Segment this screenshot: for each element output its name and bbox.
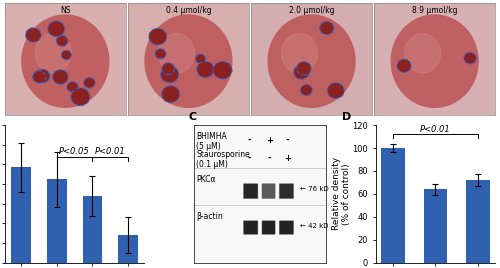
Text: 8.9 μmol/kg: 8.9 μmol/kg [412, 6, 458, 15]
Circle shape [320, 21, 334, 35]
Text: -: - [248, 136, 251, 145]
Text: -: - [248, 154, 251, 163]
Circle shape [62, 50, 72, 60]
Circle shape [196, 54, 205, 63]
FancyBboxPatch shape [262, 221, 275, 234]
Circle shape [296, 62, 311, 75]
Circle shape [52, 70, 68, 84]
Ellipse shape [404, 34, 440, 73]
Text: P<0.05: P<0.05 [59, 147, 90, 156]
Bar [82, 196, 102, 263]
Bar [381, 148, 404, 263]
Ellipse shape [282, 34, 318, 73]
Circle shape [397, 59, 411, 72]
Circle shape [32, 71, 46, 83]
FancyBboxPatch shape [279, 221, 293, 234]
Text: D: D [342, 112, 351, 122]
Text: +: + [284, 154, 292, 163]
Text: β-actin: β-actin [196, 212, 223, 221]
Bar [424, 189, 447, 263]
Circle shape [67, 82, 78, 92]
Text: 0.4 μmol/kg: 0.4 μmol/kg [166, 6, 212, 15]
Text: -: - [268, 154, 271, 163]
Circle shape [300, 84, 312, 95]
Ellipse shape [22, 15, 109, 107]
FancyBboxPatch shape [279, 184, 293, 199]
Circle shape [149, 28, 166, 45]
Text: 2.0 μmol/kg: 2.0 μmol/kg [289, 6, 335, 15]
FancyBboxPatch shape [244, 221, 258, 234]
Circle shape [155, 49, 166, 59]
Ellipse shape [391, 15, 478, 107]
Ellipse shape [35, 34, 72, 73]
Text: P<0.01: P<0.01 [420, 125, 450, 134]
Bar [118, 235, 138, 263]
Circle shape [48, 21, 64, 36]
Circle shape [26, 28, 41, 42]
Ellipse shape [145, 15, 232, 107]
Ellipse shape [268, 15, 355, 107]
Text: P<0.01: P<0.01 [95, 147, 126, 156]
Text: (0.1 μM): (0.1 μM) [196, 159, 228, 169]
Circle shape [464, 52, 476, 64]
Text: Staurosporine: Staurosporine [196, 150, 250, 159]
Text: C: C [188, 112, 196, 122]
Text: -: - [286, 136, 290, 145]
Text: BHIMHA: BHIMHA [196, 132, 227, 141]
FancyBboxPatch shape [244, 184, 258, 199]
Bar [466, 180, 489, 263]
Text: ← 42 kD: ← 42 kD [300, 223, 328, 229]
Text: +: + [266, 136, 272, 145]
Bar [47, 179, 66, 263]
Text: PKCα: PKCα [196, 175, 216, 184]
Circle shape [35, 69, 50, 83]
Bar [12, 168, 31, 263]
Text: (5 μM): (5 μM) [196, 142, 221, 151]
Circle shape [56, 35, 68, 46]
Ellipse shape [158, 34, 194, 73]
Circle shape [196, 61, 214, 77]
Text: NS: NS [60, 6, 70, 15]
Y-axis label: Relative density
(% of control): Relative density (% of control) [332, 157, 351, 230]
Circle shape [294, 65, 309, 79]
Text: A: A [2, 0, 11, 1]
Circle shape [162, 63, 174, 75]
Circle shape [328, 83, 344, 98]
Circle shape [162, 86, 180, 103]
Circle shape [160, 66, 178, 83]
Circle shape [84, 77, 95, 88]
Circle shape [213, 61, 232, 79]
Circle shape [71, 88, 90, 106]
FancyBboxPatch shape [262, 184, 275, 199]
Text: ← 76 kD: ← 76 kD [300, 186, 328, 192]
